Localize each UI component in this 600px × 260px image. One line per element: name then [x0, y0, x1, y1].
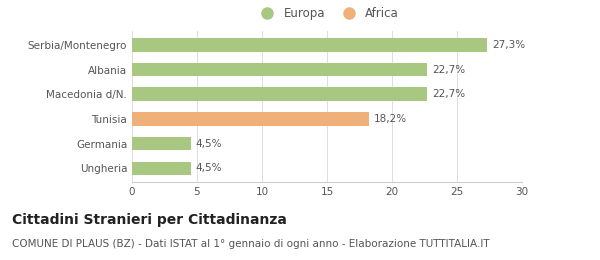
Text: 4,5%: 4,5%: [196, 163, 222, 173]
Legend: Europa, Africa: Europa, Africa: [253, 5, 401, 22]
Text: 18,2%: 18,2%: [374, 114, 407, 124]
Bar: [132, 38, 487, 52]
Text: 4,5%: 4,5%: [196, 139, 222, 149]
Text: 27,3%: 27,3%: [492, 40, 525, 50]
Bar: [132, 137, 191, 151]
Bar: [132, 161, 191, 175]
Text: COMUNE DI PLAUS (BZ) - Dati ISTAT al 1° gennaio di ogni anno - Elaborazione TUTT: COMUNE DI PLAUS (BZ) - Dati ISTAT al 1° …: [12, 239, 490, 249]
Text: Cittadini Stranieri per Cittadinanza: Cittadini Stranieri per Cittadinanza: [12, 213, 287, 227]
Bar: [132, 87, 427, 101]
Text: 22,7%: 22,7%: [432, 64, 466, 75]
Text: 22,7%: 22,7%: [432, 89, 466, 99]
Bar: [132, 63, 427, 76]
Bar: [132, 112, 368, 126]
